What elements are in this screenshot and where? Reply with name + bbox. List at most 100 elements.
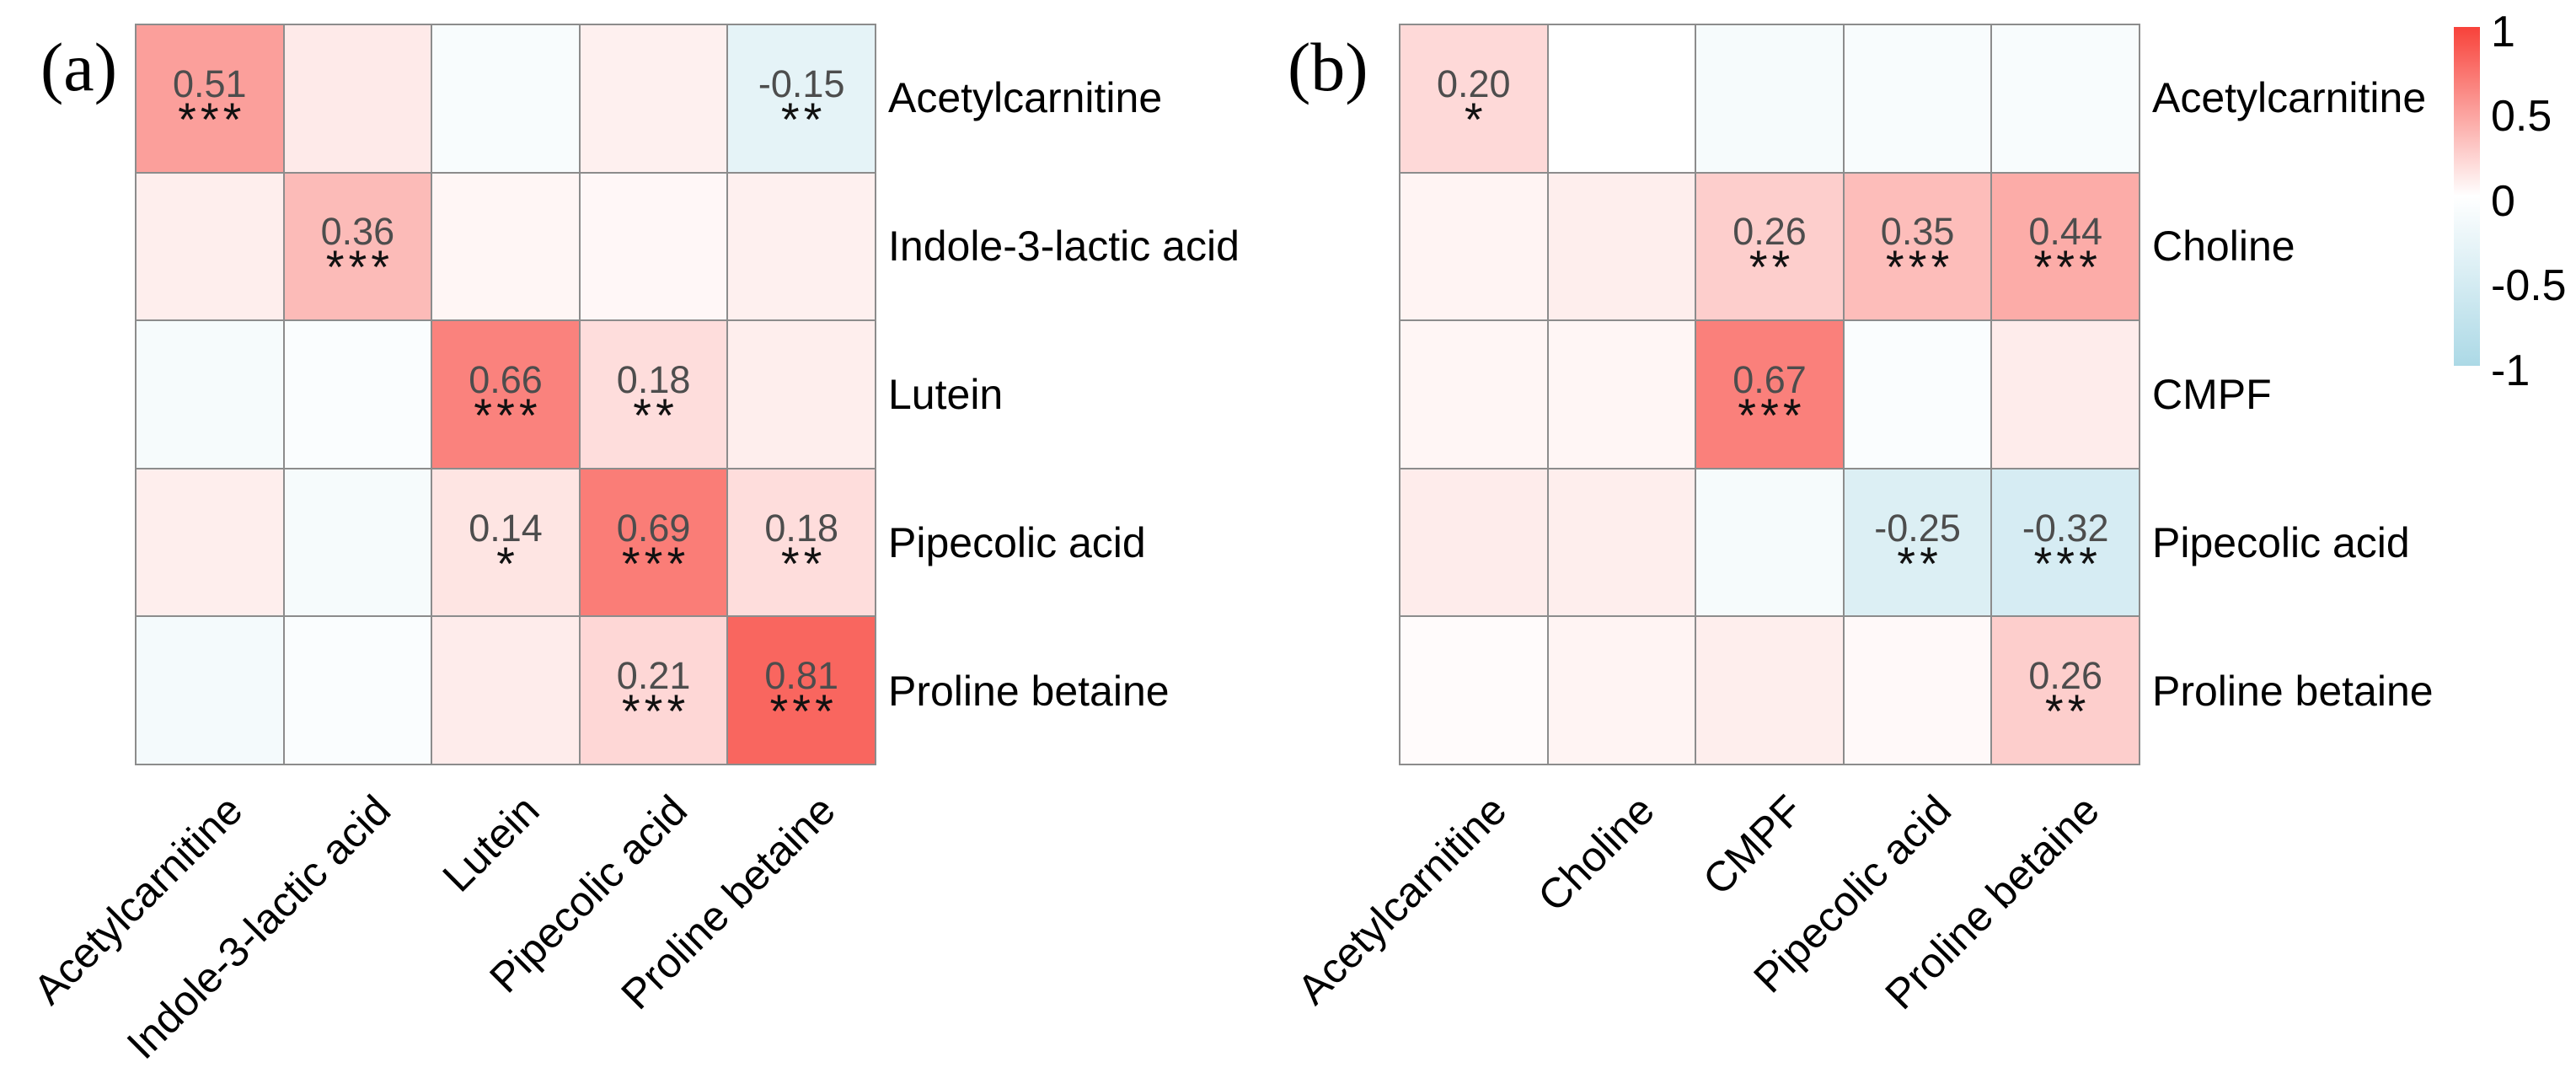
colorbar-tick: 1 <box>2491 8 2515 56</box>
cell-correlation-value: 0.44 <box>2028 210 2102 254</box>
heatmap-cell <box>1548 469 1695 616</box>
panel-b-heatmap-grid: 0.20 * 0.26 ** 0.35 *** 0.44 *** 0.67 *** -0.25 ** -… <box>1399 24 2140 765</box>
heatmap-cell: 0.26 ** <box>1992 617 2139 764</box>
heatmap-cell: 0.67 *** <box>1696 321 1843 468</box>
y-axis-label: Acetylcarnitine <box>2152 74 2427 121</box>
heatmap-cell: 0.26 ** <box>1696 173 1843 320</box>
y-axis-label: Pipecolic acid <box>888 519 1146 566</box>
cell-significance-stars: ** <box>633 388 678 442</box>
heatmap-cell <box>1548 321 1695 468</box>
heatmap-cell <box>1548 173 1695 320</box>
x-axis-label: Indole-3-lactic acid <box>117 786 400 1069</box>
panel-a-heatmap-grid: 0.51 *** -0.15 ** 0.36 *** 0.66 *** 0.18 ** 0.14 * 0… <box>135 24 876 765</box>
cell-significance-stars: ** <box>1749 240 1795 294</box>
y-axis-label: Lutein <box>888 371 1004 418</box>
cell-significance-stars: *** <box>1738 388 1806 442</box>
heatmap-cell <box>137 321 283 468</box>
heatmap-cell <box>580 25 727 172</box>
heatmap-cell: 0.44 *** <box>1992 173 2139 320</box>
heatmap-cell <box>1696 469 1843 616</box>
heatmap-cell <box>284 321 431 468</box>
cell-correlation-value: 0.18 <box>764 506 838 550</box>
cell-correlation-value: 0.20 <box>1437 62 1511 105</box>
heatmap-cell <box>1844 25 1991 172</box>
x-axis-label: Lutein <box>433 786 549 901</box>
x-axis-label: Acetylcarnitine <box>1288 786 1516 1014</box>
cell-significance-stars: *** <box>769 684 838 738</box>
cell-correlation-value: -0.25 <box>1874 506 1961 550</box>
cell-correlation-value: 0.21 <box>616 654 691 698</box>
cell-significance-stars: ** <box>780 92 827 146</box>
panel-a-label: (a) <box>40 29 118 105</box>
heatmap-cell <box>580 173 727 320</box>
cell-significance-stars: *** <box>178 92 246 146</box>
y-axis-label: Proline betaine <box>2152 668 2434 715</box>
heatmap-cell <box>1992 321 2139 468</box>
colorbar-gradient <box>2454 27 2480 366</box>
heatmap-cell: 0.66 *** <box>432 321 579 468</box>
heatmap-cell <box>1400 617 1547 764</box>
cell-correlation-value: 0.18 <box>616 357 691 401</box>
heatmap-cell <box>284 617 431 764</box>
heatmap-cell: 0.81 *** <box>728 617 875 764</box>
x-axis-label: CMPF <box>1694 786 1813 904</box>
heatmap-cell: -0.32 *** <box>1992 469 2139 616</box>
heatmap-cell <box>1992 25 2139 172</box>
cell-correlation-value: 0.69 <box>616 506 691 550</box>
cell-correlation-value: 0.35 <box>1880 210 1955 254</box>
cell-correlation-value: 0.81 <box>764 654 838 698</box>
y-axis-label: Choline <box>2152 223 2295 270</box>
colorbar-tick: -1 <box>2491 346 2530 395</box>
cell-significance-stars: *** <box>474 388 542 442</box>
cell-correlation-value: 0.14 <box>469 506 543 550</box>
heatmap-cell: -0.25 ** <box>1844 469 1991 616</box>
cell-significance-stars: *** <box>2033 536 2102 590</box>
cell-correlation-value: 0.67 <box>1733 357 1807 401</box>
y-axis-label: Pipecolic acid <box>2152 519 2410 566</box>
colorbar-tick: 0.5 <box>2491 92 2552 141</box>
cell-correlation-value: 0.26 <box>2028 654 2102 698</box>
heatmap-cell: -0.15 ** <box>728 25 875 172</box>
heatmap-cell <box>432 25 579 172</box>
heatmap-cell <box>137 469 283 616</box>
heatmap-cell: 0.36 *** <box>284 173 431 320</box>
heatmap-cell: 0.21 *** <box>580 617 727 764</box>
heatmap-cell <box>1844 617 1991 764</box>
cell-correlation-value: 0.36 <box>320 210 395 254</box>
cell-correlation-value: 0.26 <box>1733 210 1807 254</box>
y-axis-label: Proline betaine <box>888 668 1170 715</box>
cell-correlation-value: -0.32 <box>2022 506 2109 550</box>
cell-significance-stars: *** <box>621 536 690 590</box>
cell-correlation-value: 0.66 <box>469 357 543 401</box>
cell-significance-stars: *** <box>1885 240 1954 294</box>
heatmap-cell <box>284 25 431 172</box>
heatmap-cell: 0.18 ** <box>728 469 875 616</box>
heatmap-cell <box>432 173 579 320</box>
cell-significance-stars: ** <box>2044 684 2091 738</box>
heatmap-cell <box>1400 321 1547 468</box>
heatmap-cell <box>1548 617 1695 764</box>
heatmap-cell <box>137 173 283 320</box>
y-axis-label: Indole-3-lactic acid <box>888 223 1240 270</box>
heatmap-cell: 0.69 *** <box>580 469 727 616</box>
cell-significance-stars: * <box>1464 92 1487 146</box>
heatmap-cell: 0.20 * <box>1400 25 1547 172</box>
x-axis-label: Choline <box>1529 786 1664 921</box>
cell-correlation-value: 0.51 <box>173 62 247 105</box>
panel-b-label: (b) <box>1288 29 1368 105</box>
y-axis-label: Acetylcarnitine <box>888 74 1163 121</box>
heatmap-cell <box>728 321 875 468</box>
cell-significance-stars: *** <box>621 684 690 738</box>
heatmap-cell <box>1696 617 1843 764</box>
heatmap-cell: 0.18 ** <box>580 321 727 468</box>
heatmap-cell <box>1400 173 1547 320</box>
heatmap-cell: 0.51 *** <box>137 25 283 172</box>
y-axis-label: CMPF <box>2152 371 2272 418</box>
cell-significance-stars: ** <box>1897 536 1942 590</box>
heatmap-cell <box>137 617 283 764</box>
heatmap-cell <box>728 173 875 320</box>
heatmap-cell <box>284 469 431 616</box>
colorbar-tick: 0 <box>2491 177 2515 226</box>
heatmap-cell <box>1696 25 1843 172</box>
